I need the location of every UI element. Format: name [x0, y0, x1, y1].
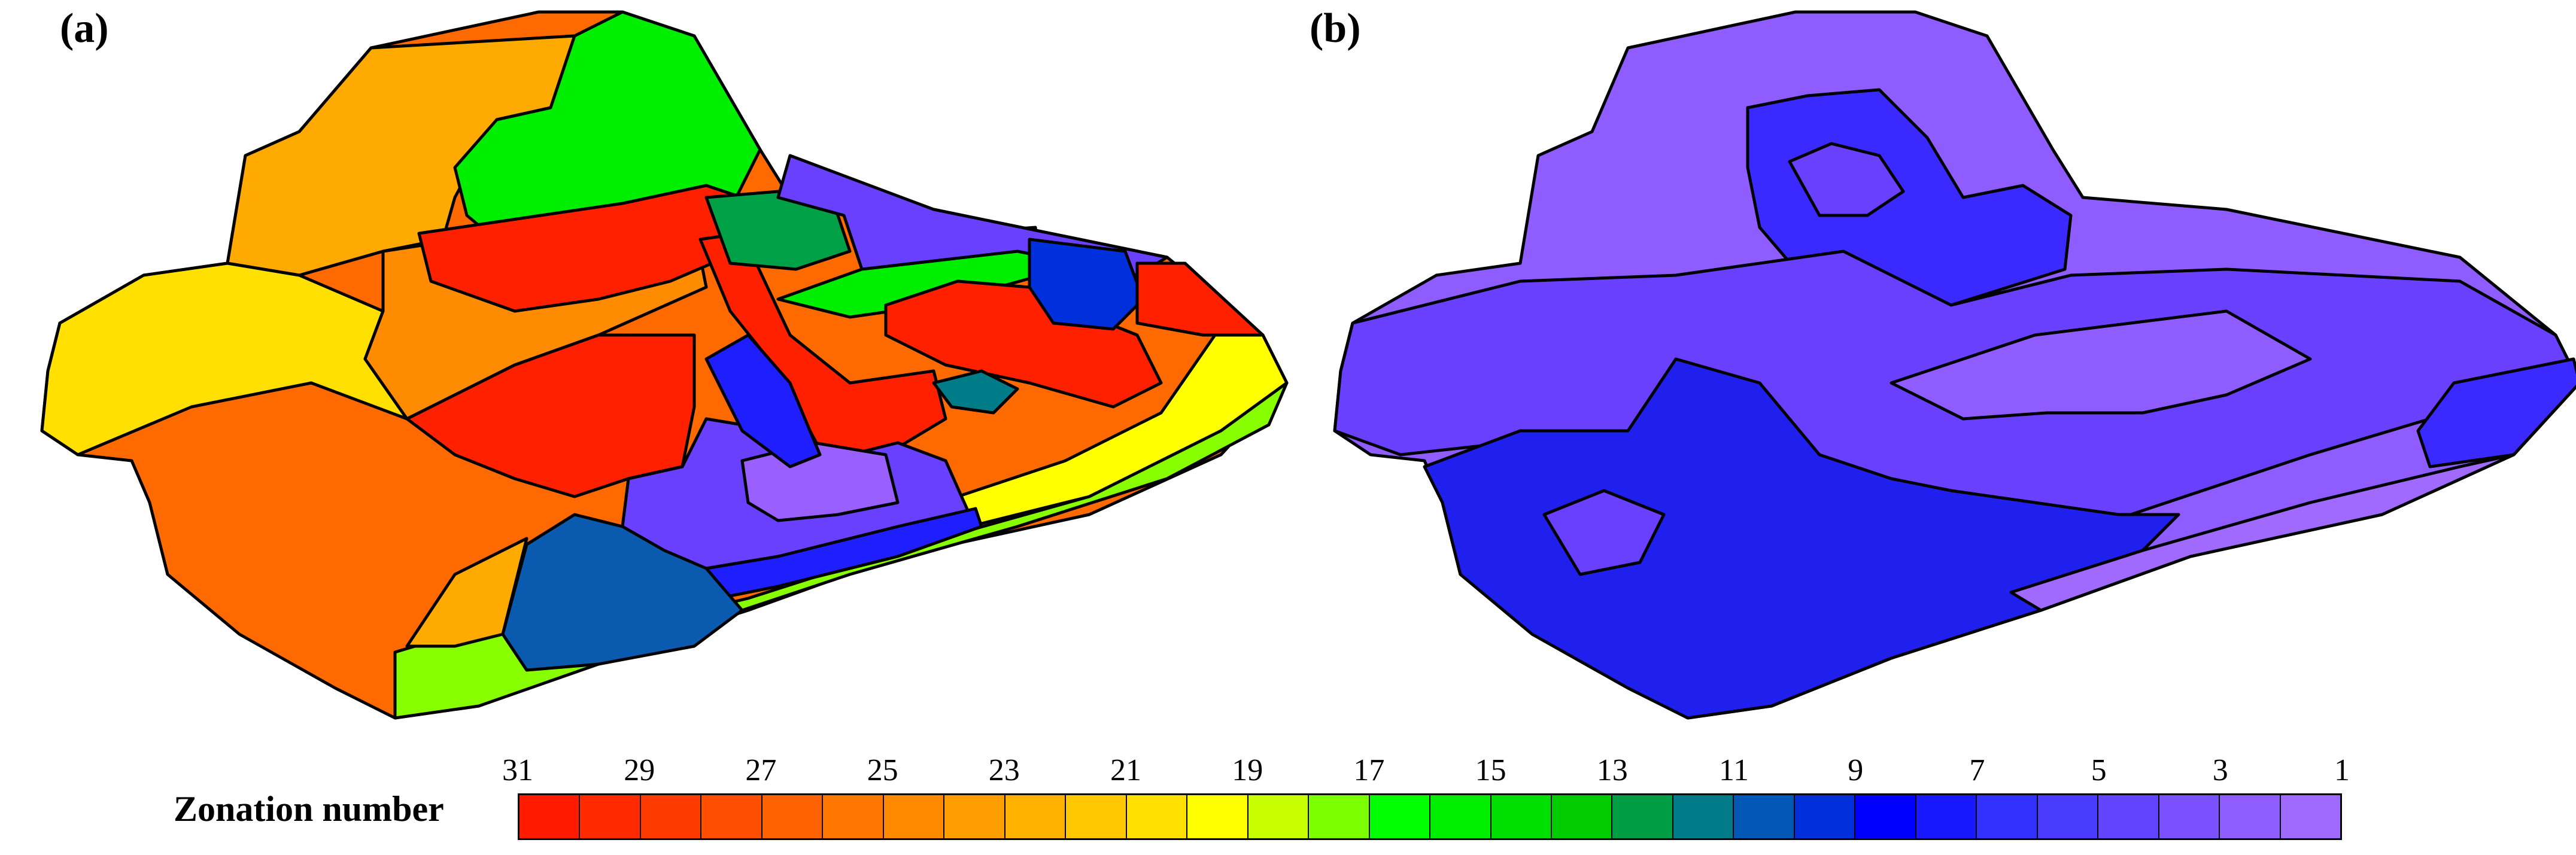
zone-blue-east-strip — [2416, 357, 2576, 468]
legend-swatch — [762, 795, 824, 838]
legend-tick-label: 9 — [1848, 753, 1864, 787]
legend-swatch — [520, 795, 581, 838]
legend-tick-label: 29 — [624, 753, 655, 787]
legend-tick-label: 3 — [2212, 753, 2228, 787]
legend-swatch — [1430, 795, 1491, 838]
legend-tick-label: 19 — [1232, 753, 1263, 787]
legend-tick-label: 31 — [502, 753, 533, 787]
legend-swatch — [1855, 795, 1916, 838]
legend-swatch — [1491, 795, 1552, 838]
legend-swatch — [1673, 795, 1734, 838]
zone-violet-north-inner — [1788, 142, 1905, 217]
legend-tick-label: 27 — [745, 753, 777, 787]
legend-tick-label: 7 — [1969, 753, 1985, 787]
legend-swatch — [1916, 795, 1977, 838]
legend-tick-label: 1 — [2334, 753, 2350, 787]
legend-tick-labels: 31 29 27 25 23 21 19 17 15 13 11 9 7 5 3 1 — [502, 753, 2350, 789]
legend-swatch — [1187, 795, 1248, 838]
zone-violet-south-patch — [1542, 489, 1666, 576]
zone-yellow-east — [956, 333, 1289, 528]
zone-lavender-se — [2009, 453, 2516, 612]
legend-tick-label: 15 — [1475, 753, 1506, 787]
legend-swatch — [2037, 795, 2099, 838]
legend-tick-label: 21 — [1110, 753, 1141, 787]
zone-orange-light-sw — [405, 537, 528, 648]
legend-tick-label: 25 — [867, 753, 898, 787]
zone-lavender — [740, 441, 900, 522]
legend-swatch — [640, 795, 702, 838]
legend-tick-label: 11 — [1718, 753, 1749, 787]
zone-green-dark — [704, 190, 852, 271]
legend-swatch — [580, 795, 641, 838]
zone-teal — [932, 369, 1019, 415]
zone-violet-light-inner — [1890, 309, 2312, 421]
legend-color-bar — [518, 793, 2342, 840]
legend-swatch — [1309, 795, 1370, 838]
legend-swatch — [1248, 795, 1310, 838]
zonation-map-b — [1333, 10, 2576, 720]
legend-swatch — [1005, 795, 1067, 838]
zone-blue-south — [1423, 357, 2180, 720]
zone-blue-east — [1028, 238, 1145, 331]
panel-b-label: (b) — [1310, 5, 1361, 51]
legend-swatch — [1551, 795, 1613, 838]
legend-tick-label: 23 — [988, 753, 1020, 787]
legend-swatch — [1977, 795, 2038, 838]
legend-swatch — [1066, 795, 1127, 838]
zone-blue-left — [704, 333, 822, 468]
legend-tick-label: 17 — [1353, 753, 1385, 787]
panel-a-label: (a) — [60, 5, 109, 51]
legend-swatch — [1369, 795, 1431, 838]
zone-red-far-east — [1135, 261, 1265, 337]
legend-swatch — [701, 795, 763, 838]
zone-red-east — [884, 279, 1163, 409]
legend-swatch — [823, 795, 884, 838]
legend-swatch — [883, 795, 945, 838]
legend-title: Zonation number — [174, 789, 444, 829]
legend-swatch — [2159, 795, 2220, 838]
legend-tick-label: 13 — [1596, 753, 1628, 787]
legend-swatch — [1794, 795, 1856, 838]
legend-swatch — [1612, 795, 1673, 838]
zonation-map-a — [40, 10, 1289, 720]
legend-swatch — [944, 795, 1006, 838]
legend-swatch — [2098, 795, 2159, 838]
legend-swatch — [1126, 795, 1188, 838]
legend-swatch — [1734, 795, 1795, 838]
legend-swatch — [2220, 795, 2281, 838]
legend-swatch — [2280, 795, 2341, 838]
zone-blue-dark — [501, 513, 744, 672]
legend-tick-label: 5 — [2091, 753, 2107, 787]
